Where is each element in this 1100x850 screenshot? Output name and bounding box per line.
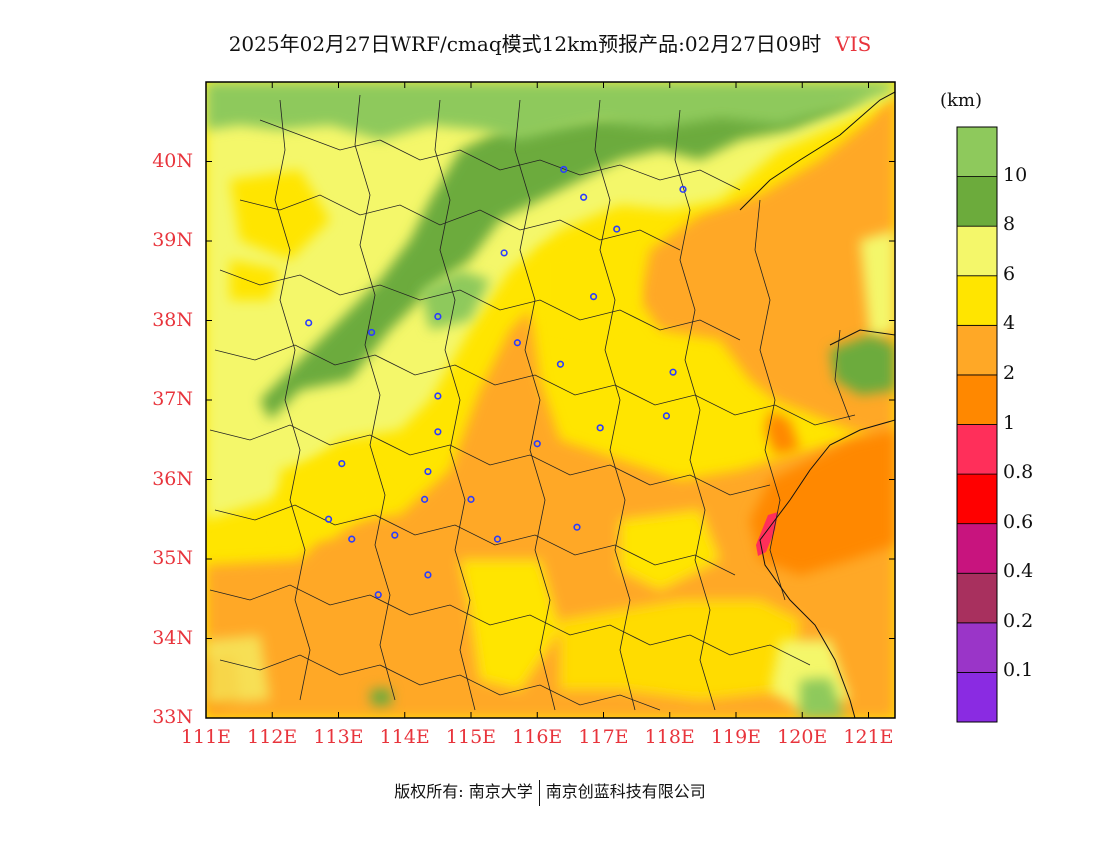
lat-label: 36N xyxy=(152,467,193,490)
station-marker xyxy=(500,249,508,257)
lon-label: 117E xyxy=(578,726,629,748)
company-text: 南京创蓝科技有限公司 xyxy=(545,782,706,801)
color-bar-bin xyxy=(956,572,998,624)
color-bar xyxy=(956,126,998,723)
station-marker xyxy=(556,360,565,368)
lon-label: 116E xyxy=(512,726,563,748)
color-bar-label: 0.4 xyxy=(1003,560,1034,583)
station-marker xyxy=(434,312,442,321)
lon-label: 121E xyxy=(843,726,894,748)
lon-label: 112E xyxy=(247,726,298,748)
title-main: 2025年02月27日WRF/cmaq模式12km预报产品:02月27日09时 xyxy=(228,32,822,56)
coastline-north xyxy=(739,91,895,211)
lon-label: 115E xyxy=(445,726,497,748)
station-marker xyxy=(348,535,356,543)
station-marker xyxy=(493,535,502,543)
station-marker xyxy=(434,392,442,400)
station-marker xyxy=(560,165,568,174)
lon-label: 111E xyxy=(180,726,232,748)
station-marker xyxy=(338,460,346,468)
copyright-text: 版权所有: 南京大学 xyxy=(394,782,533,801)
station-marker xyxy=(368,328,376,337)
lon-label: 119E xyxy=(710,726,762,748)
station-marker xyxy=(662,412,671,420)
footer-separator xyxy=(538,779,540,806)
color-bar-label: 0.2 xyxy=(1003,609,1034,632)
station-marker xyxy=(513,339,521,347)
color-bar-bin xyxy=(956,324,998,376)
lat-label: 37N xyxy=(152,388,193,410)
station-marker xyxy=(533,440,541,448)
field-4-6km-patches xyxy=(230,170,640,540)
color-bar-bin xyxy=(956,523,998,574)
legend-unit: (km) xyxy=(940,90,983,111)
station-marker xyxy=(596,424,604,432)
color-bar-label: 10 xyxy=(1003,163,1028,186)
station-marker xyxy=(424,571,432,579)
visibility-field xyxy=(206,82,895,718)
station-marker xyxy=(613,225,621,233)
lon-label: 113E xyxy=(313,726,364,748)
lat-label: 35N xyxy=(152,547,193,569)
color-bar-bin xyxy=(956,126,998,177)
lat-label: 38N xyxy=(152,308,193,331)
color-bar-bin xyxy=(956,473,998,525)
station-marker xyxy=(324,515,333,523)
county-boundaries xyxy=(209,94,856,711)
station-marker xyxy=(580,193,588,201)
station-marker xyxy=(434,428,442,436)
lat-label: 40N xyxy=(152,149,193,172)
title-variable: VIS xyxy=(835,32,872,56)
coastline-peninsula xyxy=(829,329,895,346)
lon-label: 114E xyxy=(379,726,430,748)
lon-label: 118E xyxy=(644,726,695,748)
color-bar-bin xyxy=(956,176,998,227)
lat-label: 39N xyxy=(152,229,193,251)
color-bar-label: 0.6 xyxy=(1003,510,1034,533)
color-bar-bin xyxy=(956,622,998,673)
color-bar-bin xyxy=(956,424,998,475)
station-marker xyxy=(573,523,581,531)
color-bar-label: 2 xyxy=(1003,361,1016,384)
color-bar-bin xyxy=(956,374,998,425)
footer: 版权所有: 南京大学 南京创蓝科技有限公司 xyxy=(0,778,1100,806)
color-bar-bin xyxy=(956,672,998,723)
lat-label: 33N xyxy=(152,706,193,728)
station-marker xyxy=(374,591,382,599)
station-marker xyxy=(679,185,687,193)
lon-label: 120E xyxy=(777,726,828,748)
color-bar-bin xyxy=(956,275,998,326)
lat-label: 34N xyxy=(152,626,193,649)
color-bar-label: 0.1 xyxy=(1003,659,1034,682)
station-marker xyxy=(589,293,598,301)
station-marker xyxy=(424,467,432,476)
station-marker xyxy=(391,531,399,539)
color-bar-bin xyxy=(956,225,998,277)
color-bar-label: 8 xyxy=(1003,213,1016,236)
color-bar-frame xyxy=(956,126,998,723)
station-marker xyxy=(421,495,429,503)
station-marker xyxy=(669,368,677,376)
station-marker xyxy=(305,319,313,327)
field-6-8km xyxy=(206,82,895,710)
color-bar-label: 4 xyxy=(1003,312,1016,335)
color-bar-label: 0.8 xyxy=(1003,461,1034,484)
station-markers xyxy=(305,165,687,599)
map-title: 2025年02月27日WRF/cmaq模式12km预报产品:02月27日09时 V… xyxy=(0,28,1100,57)
field-8-10km xyxy=(260,95,895,706)
coastline-east xyxy=(759,419,895,718)
station-marker xyxy=(467,495,475,503)
color-bar-label: 6 xyxy=(1003,262,1016,285)
axis-ticks xyxy=(205,82,895,719)
color-bar-label: 1 xyxy=(1003,411,1016,434)
